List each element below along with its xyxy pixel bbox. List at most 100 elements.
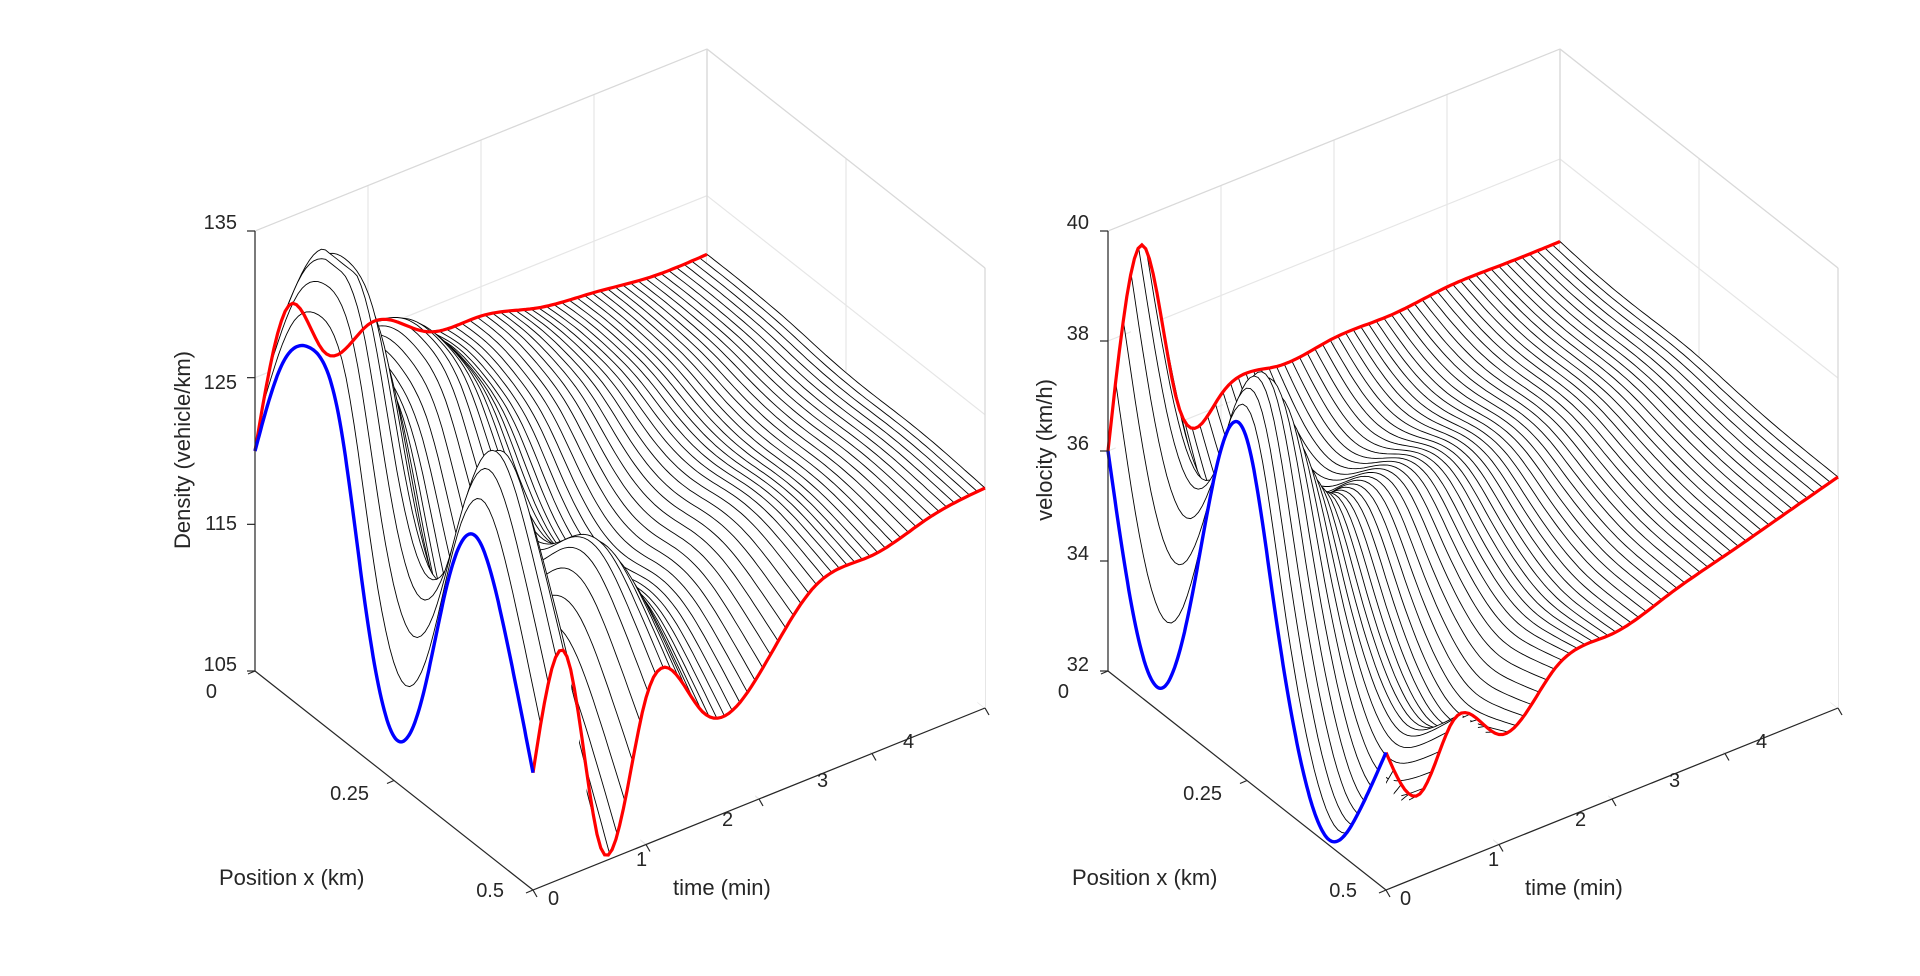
box-edge bbox=[1559, 48, 1839, 269]
time-slice-line bbox=[561, 301, 840, 569]
density-y-tick-label: 4 bbox=[903, 731, 914, 753]
time-slice-line bbox=[637, 280, 917, 528]
time-slice-line bbox=[476, 316, 756, 681]
time-slice-line bbox=[1437, 291, 1716, 563]
x-tick-mark bbox=[386, 779, 395, 785]
density-x-tick-label: 0.5 bbox=[476, 880, 504, 902]
density-y-tick-label: 2 bbox=[722, 809, 733, 831]
time-slice-line bbox=[1460, 280, 1739, 547]
time-slice-line bbox=[1291, 360, 1571, 654]
time-slice-line bbox=[400, 322, 680, 678]
slice-fill bbox=[255, 345, 533, 891]
time-slice-line bbox=[645, 278, 925, 522]
time-slice-line bbox=[630, 282, 909, 533]
boundary-x-end-line bbox=[1384, 475, 1839, 798]
velocity-z-tick-label: 38 bbox=[1067, 323, 1089, 345]
time-slice-line bbox=[660, 273, 940, 512]
time-slice-line bbox=[1421, 299, 1701, 573]
time-slice-line bbox=[1544, 247, 1823, 488]
time-slice-line bbox=[415, 328, 695, 701]
time-slice-line bbox=[1498, 265, 1777, 520]
time-slice-line bbox=[545, 305, 825, 579]
velocity-x-tick-label: 0.5 bbox=[1329, 880, 1357, 902]
time-slice-line bbox=[584, 295, 863, 560]
density-y-tick-label: 0 bbox=[548, 888, 559, 910]
density-x-axis-label: Position x (km) bbox=[219, 865, 364, 890]
time-slice-line bbox=[530, 308, 810, 594]
time-slice-line bbox=[706, 253, 986, 489]
velocity-x-tick-label: 0.25 bbox=[1183, 783, 1222, 805]
velocity-z-tick-label: 32 bbox=[1067, 654, 1089, 676]
time-slice-line bbox=[1352, 329, 1632, 624]
initial-profile-line bbox=[1106, 419, 1388, 844]
time-slice-line bbox=[1429, 295, 1709, 568]
time-slice-line bbox=[553, 304, 833, 573]
density-x-tick-label: 0 bbox=[206, 681, 217, 703]
time-slice-line bbox=[1299, 356, 1578, 649]
time-slice-line bbox=[1276, 366, 1555, 670]
time-slice-line bbox=[576, 297, 856, 563]
velocity-edges bbox=[1106, 240, 1839, 844]
time-slice-line bbox=[622, 284, 902, 539]
time-slice-line bbox=[408, 325, 687, 689]
time-slice-line bbox=[1398, 311, 1678, 589]
velocity-x-axis-label: Position x (km) bbox=[1072, 865, 1217, 890]
time-slice-line bbox=[1322, 343, 1601, 640]
velocity-y-tick-label: 0 bbox=[1400, 888, 1411, 910]
time-slice-line bbox=[453, 326, 733, 711]
x-tick-mark bbox=[1378, 889, 1387, 894]
density-z-tick-label: 105 bbox=[204, 654, 237, 676]
density-z-tick-label: 125 bbox=[204, 372, 237, 394]
time-slice-line bbox=[1506, 262, 1785, 515]
density-z-tick-label: 115 bbox=[205, 513, 237, 535]
time-slice-line bbox=[1467, 277, 1747, 542]
velocity-y-axis-label: time (min) bbox=[1525, 875, 1623, 900]
velocity-z-tick-label: 36 bbox=[1067, 433, 1089, 455]
time-slice-line bbox=[269, 280, 549, 684]
time-slice-line bbox=[1360, 326, 1640, 618]
y-tick-mark bbox=[1724, 753, 1730, 761]
y-tick-mark bbox=[645, 844, 651, 852]
density-z-tick-label: 135 bbox=[204, 212, 237, 234]
y-tick-mark bbox=[758, 798, 764, 807]
time-slice-line bbox=[1268, 367, 1548, 681]
density-x-tick-label: 0.25 bbox=[330, 783, 369, 805]
time-slice-line bbox=[1559, 241, 1839, 478]
time-slice-line bbox=[1490, 268, 1770, 526]
time-slice-line bbox=[1536, 250, 1816, 494]
velocity-y-tick-label: 4 bbox=[1756, 731, 1767, 753]
time-slice-line bbox=[599, 290, 879, 553]
density-y-tick-label: 3 bbox=[817, 770, 828, 792]
time-slice-line bbox=[1314, 348, 1594, 642]
time-slice-line bbox=[1414, 303, 1693, 578]
time-slice-line bbox=[1383, 317, 1663, 601]
y-tick-mark bbox=[532, 889, 538, 898]
time-slice-line bbox=[1513, 259, 1793, 510]
time-slice-line bbox=[1368, 323, 1647, 613]
time-slice-line bbox=[1283, 363, 1563, 661]
time-slice-line bbox=[691, 260, 970, 496]
box-edge bbox=[254, 48, 708, 232]
time-slice-line bbox=[568, 299, 848, 566]
time-slice-line bbox=[492, 312, 771, 655]
time-slice-line bbox=[1551, 244, 1831, 483]
density-y-tick-label: 1 bbox=[636, 849, 647, 871]
time-slice-line bbox=[591, 292, 871, 557]
x-tick-mark bbox=[247, 670, 256, 675]
time-slice-line bbox=[484, 314, 764, 669]
time-slice-line bbox=[1475, 274, 1754, 537]
velocity-x-tick-label: 0 bbox=[1058, 681, 1069, 703]
y-tick-mark bbox=[984, 707, 990, 716]
density-chart: 105 115 125 135 0 0.25 0.5 0 1 2 3 4 Den… bbox=[170, 48, 990, 910]
time-slice-line bbox=[507, 310, 787, 629]
time-slice-line bbox=[607, 288, 886, 549]
density-ticks: 105 115 125 135 0 0.25 0.5 0 1 2 3 4 bbox=[204, 212, 990, 910]
y-tick-mark bbox=[1498, 844, 1504, 852]
time-slice-line bbox=[522, 309, 802, 604]
time-slice-line bbox=[262, 311, 542, 725]
velocity-z-tick-label: 34 bbox=[1067, 543, 1089, 565]
velocity-y-tick-label: 2 bbox=[1575, 809, 1586, 831]
time-slice-line bbox=[1337, 335, 1617, 633]
time-slice-line bbox=[469, 319, 748, 693]
